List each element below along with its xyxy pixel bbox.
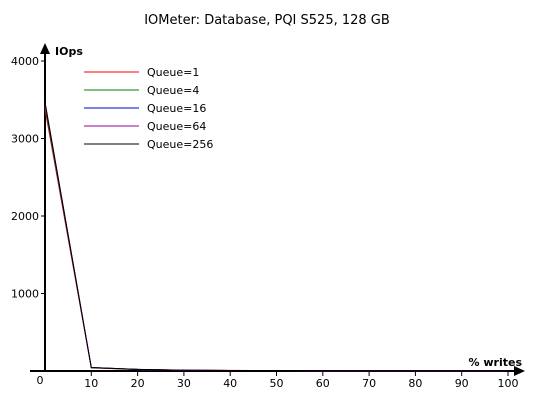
x-tick-label: 20	[131, 377, 145, 390]
x-axis-label: % writes	[469, 356, 523, 369]
y-axis-label: IOps	[55, 45, 83, 58]
x-axis-arrow	[514, 366, 525, 376]
x-tick-label: 50	[270, 377, 284, 390]
origin-label: 0	[37, 374, 44, 387]
series-line	[44, 102, 509, 372]
y-tick-label: 2000	[11, 210, 39, 223]
ticks: 1000 2000 3000 4000 10 20 30 40 50 60 70 80 90 100	[11, 55, 519, 390]
legend-label: Queue=256	[147, 138, 213, 151]
x-tick-label: 100	[498, 377, 519, 390]
legend-item: Queue=64	[84, 120, 206, 133]
y-tick-label: 4000	[11, 55, 39, 68]
y-axis-arrow	[40, 43, 50, 54]
legend-item: Queue=256	[84, 138, 213, 151]
legend: Queue=1 Queue=4 Queue=16 Queue=64 Queue=256	[84, 66, 213, 151]
x-tick-label: 90	[455, 377, 469, 390]
chart-title: IOMeter: Database, PQI S525, 128 GB	[144, 13, 390, 28]
y-tick-label: 3000	[11, 133, 39, 146]
series-line	[44, 102, 509, 372]
legend-label: Queue=1	[147, 66, 199, 79]
y-tick-label: 1000	[11, 288, 39, 301]
series-lines	[44, 102, 509, 372]
legend-item: Queue=4	[84, 84, 199, 97]
series-line	[44, 105, 509, 372]
legend-item: Queue=1	[84, 66, 199, 79]
x-tick-label: 30	[177, 377, 191, 390]
legend-label: Queue=4	[147, 84, 199, 97]
series-line	[44, 109, 509, 372]
legend-item: Queue=16	[84, 102, 206, 115]
x-tick-label: 40	[223, 377, 237, 390]
legend-label: Queue=16	[147, 102, 206, 115]
x-tick-label: 10	[84, 377, 98, 390]
x-tick-label: 80	[408, 377, 422, 390]
x-tick-label: 70	[362, 377, 376, 390]
legend-label: Queue=64	[147, 120, 206, 133]
axes	[30, 43, 525, 376]
x-tick-label: 60	[316, 377, 330, 390]
